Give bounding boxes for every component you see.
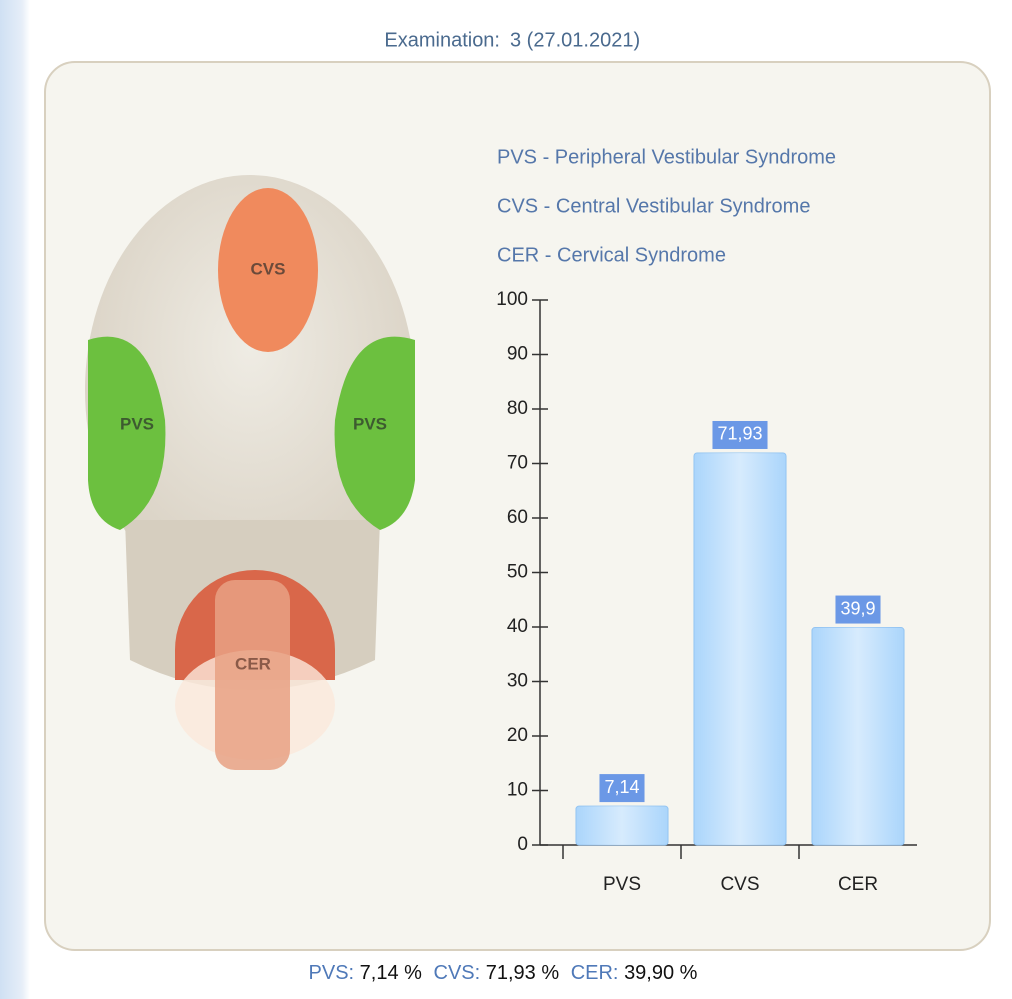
y-tick-label: 80 xyxy=(507,398,528,419)
skull xyxy=(85,175,415,605)
value-label-bg xyxy=(599,774,645,803)
pvs-right xyxy=(334,336,415,530)
summary-value: 71,93 % xyxy=(485,962,560,984)
bar-shine xyxy=(694,452,786,845)
summary-line: PVS: 7,14 % CVS: 71,93 % CER: 39,90 % xyxy=(0,962,1012,985)
y-tick-label: 70 xyxy=(507,453,528,474)
head-diagram: CVS PVS PVS CER xyxy=(85,175,415,770)
legend-entry: CER - Cervical Syndrome xyxy=(497,244,726,266)
exam-value: 3 (27.01.2021) xyxy=(510,29,640,51)
region-label: CVS xyxy=(251,259,286,278)
region-label: PVS xyxy=(120,414,154,433)
y-tick-label: 20 xyxy=(507,725,528,746)
x-tick-label: CER xyxy=(838,874,878,895)
legend-entry: CVS - Central Vestibular Syndrome xyxy=(497,195,810,217)
summary-label: PVS: xyxy=(308,962,355,984)
y-tick-label: 90 xyxy=(507,344,528,365)
x-tick-label: CVS xyxy=(720,874,759,895)
bar-shine xyxy=(576,806,668,845)
bar-shine xyxy=(812,627,904,845)
y-tick-label: 30 xyxy=(507,671,528,692)
y-tick-label: 50 xyxy=(507,562,528,583)
y-tick-label: 100 xyxy=(496,289,528,310)
value-label-bg xyxy=(835,595,881,624)
y-tick-label: 60 xyxy=(507,507,528,528)
cvs-region xyxy=(218,188,318,352)
region-label: PVS xyxy=(353,414,387,433)
summary-value: 7,14 % xyxy=(359,962,422,984)
value-label: 39,9 xyxy=(840,598,875,618)
summary-value: 39,90 % xyxy=(624,962,698,984)
y-tick-label: 40 xyxy=(507,616,528,637)
y-tick-label: 0 xyxy=(517,834,528,855)
exam-label: Examination: xyxy=(384,29,500,51)
legend-entry: PVS - Peripheral Vestibular Syndrome xyxy=(497,146,836,168)
summary-label: CVS: xyxy=(433,962,481,984)
value-label: 71,93 xyxy=(717,424,762,444)
spine xyxy=(215,580,290,770)
value-label: 7,14 xyxy=(604,777,639,797)
y-tick-label: 10 xyxy=(507,780,528,801)
value-label-bg xyxy=(712,420,768,449)
x-tick-label: PVS xyxy=(603,874,641,895)
pvs-left xyxy=(88,336,166,530)
region-label: CER xyxy=(235,654,271,673)
report-panel: Examination: 3 (27.01.2021) CVS PVS PVS … xyxy=(44,29,991,951)
summary-label: CER: xyxy=(570,962,619,984)
